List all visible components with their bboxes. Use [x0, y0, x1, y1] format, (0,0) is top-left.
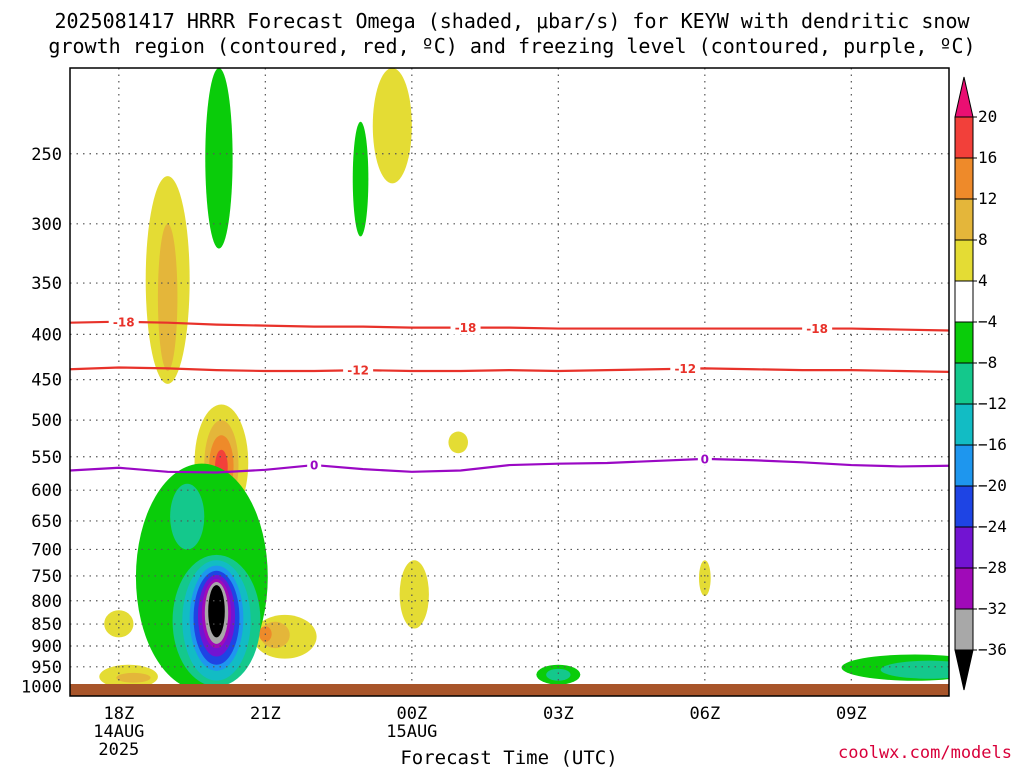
y-tick-label-450: 450: [31, 371, 62, 391]
x-tick-year-label: 2025: [98, 740, 139, 760]
omega-region-pos4: [448, 431, 468, 454]
colorbar-label-4: 4: [978, 271, 988, 290]
x-axis-label: Forecast Time (UTC): [400, 747, 617, 768]
y-tick-label-800: 800: [31, 592, 62, 612]
colorbar-segment: [954, 362, 974, 405]
y-tick-label-500: 500: [31, 411, 62, 431]
colorbar-label-16: 16: [978, 148, 997, 167]
contour-label-bg: [697, 451, 712, 466]
contour-label-bg: [343, 363, 374, 378]
omega-region-pos8: [157, 223, 178, 372]
plot-frame: [69, 67, 950, 697]
contour-label-bg: [802, 321, 833, 336]
colorbar-label--16: −16: [978, 435, 1007, 454]
omega-region-pos4: [399, 560, 429, 629]
y-tick-label-400: 400: [31, 325, 62, 345]
omega-region-neg8: [546, 668, 571, 681]
contour-label-bg: [450, 320, 481, 335]
colorbar-top-arrow: [954, 76, 974, 118]
omega-region-neg8: [880, 660, 949, 679]
contour-label--12: -12: [347, 364, 369, 378]
colorbar-segment: [954, 321, 974, 364]
y-tick-label-700: 700: [31, 540, 62, 560]
colorbar-segment: [954, 567, 974, 610]
contour-line--12: [70, 366, 949, 373]
omega-region-neg8: [170, 483, 205, 550]
surface-bar: [70, 684, 949, 696]
colorbar-label--12: −12: [978, 394, 1007, 413]
colorbar-label--36: −36: [978, 640, 1007, 659]
contour-label--18: -18: [806, 322, 828, 336]
omega-region-neg4: [352, 121, 369, 237]
contour-label--18: -18: [455, 321, 477, 335]
pressure-axis: 2503003504004505005506006507007508008509…: [21, 145, 62, 698]
y-tick-label-850: 850: [31, 615, 62, 635]
x-tick-label-18Z: 18Z: [103, 704, 134, 724]
temperature-contours: -18 -18 -18 -12 -12 0 0: [70, 314, 949, 474]
x-tick-label-03Z: 03Z: [543, 704, 574, 724]
colorbar-segment: [954, 280, 974, 323]
contour-line-0: [70, 457, 949, 474]
colorbar-label-20: 20: [978, 107, 997, 126]
colorbar-bottom-arrow: [954, 649, 974, 691]
y-tick-label-250: 250: [31, 145, 62, 165]
x-tick-label-21Z: 21Z: [250, 704, 281, 724]
x-tick-date-label: 14AUG: [93, 722, 144, 742]
chart-title-line2: growth region (contoured, red, ºC) and f…: [48, 34, 975, 58]
colorbar-segment: [954, 403, 974, 446]
y-tick-label-750: 750: [31, 567, 62, 587]
contour-label-0: 0: [701, 452, 709, 466]
y-tick-label-950: 950: [31, 658, 62, 678]
colorbar-segment: [954, 157, 974, 200]
colorbar-label--4: −4: [978, 312, 997, 331]
contour-label-bg: [670, 361, 701, 376]
y-tick-label-900: 900: [31, 637, 62, 657]
y-tick-label-1000: 1000: [21, 678, 62, 698]
omega-colorbar: 20 16 12 8 4 −4 −8 −12 −16 −20 −24 −28 −32 −36: [954, 76, 1007, 691]
colorbar-segment: [954, 526, 974, 569]
omega-shading: [99, 68, 949, 691]
plot-gridlines: [70, 68, 949, 696]
contour-label-bg: [307, 458, 322, 473]
omega-region-neg36: [208, 585, 225, 638]
contour-label-bg: [108, 314, 139, 329]
omega-region-neg4: [205, 68, 233, 249]
x-tick-label-00Z: 00Z: [396, 704, 427, 724]
contour-label--18: -18: [113, 315, 135, 329]
colorbar-label--24: −24: [978, 517, 1007, 536]
y-tick-label-650: 650: [31, 512, 62, 532]
chart-title-line1: 2025081417 HRRR Forecast Omega (shaded, …: [54, 9, 970, 33]
colorbar-segment: [954, 608, 974, 651]
colorbar-label--28: −28: [978, 558, 1007, 577]
colorbar-segment: [954, 485, 974, 528]
x-tick-date-label: 15AUG: [386, 722, 437, 742]
colorbar-segment: [954, 198, 974, 241]
omega-region-pos8: [116, 672, 151, 683]
colorbar-label-12: 12: [978, 189, 997, 208]
colorbar-label--20: −20: [978, 476, 1007, 495]
colorbar-segment: [954, 239, 974, 282]
colorbar-segment: [954, 444, 974, 487]
y-tick-label-350: 350: [31, 274, 62, 294]
contour-label--12: -12: [674, 362, 696, 376]
x-tick-label-06Z: 06Z: [689, 704, 720, 724]
colorbar-segment: [954, 116, 974, 159]
omega-region-pos4: [372, 68, 412, 184]
contour-label-0: 0: [310, 459, 318, 473]
y-tick-label-550: 550: [31, 448, 62, 468]
omega-region-pos4: [104, 610, 134, 638]
credit-text[interactable]: coolwx.com/models: [838, 743, 1012, 763]
x-tick-label-09Z: 09Z: [836, 704, 867, 724]
colorbar-label--32: −32: [978, 599, 1007, 618]
colorbar-label-8: 8: [978, 230, 988, 249]
y-tick-label-600: 600: [31, 481, 62, 501]
colorbar-label--8: −8: [978, 353, 997, 372]
omega-region-pos4: [698, 560, 711, 596]
ground-surface: [70, 684, 949, 696]
y-tick-label-300: 300: [31, 215, 62, 235]
